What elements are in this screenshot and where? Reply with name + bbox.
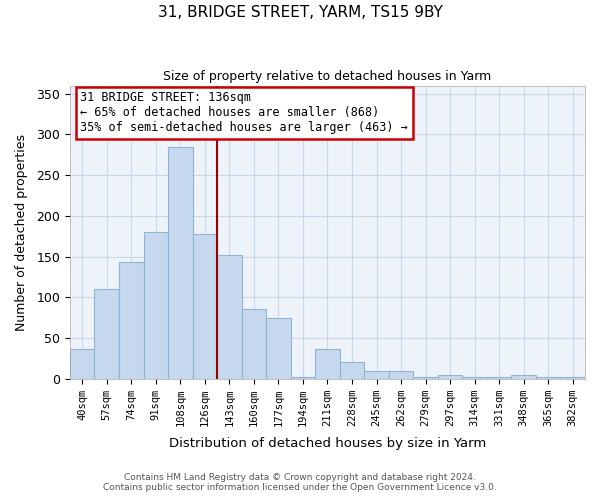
Bar: [315, 350, 340, 378]
Bar: [438, 376, 463, 378]
Bar: [340, 362, 364, 378]
Bar: [70, 348, 94, 378]
Y-axis label: Number of detached properties: Number of detached properties: [15, 134, 28, 330]
Bar: [168, 146, 193, 378]
Bar: [217, 255, 242, 378]
Bar: [193, 234, 217, 378]
Bar: [290, 377, 315, 378]
X-axis label: Distribution of detached houses by size in Yarm: Distribution of detached houses by size …: [169, 437, 486, 450]
Text: 31 BRIDGE STREET: 136sqm
← 65% of detached houses are smaller (868)
35% of semi-: 31 BRIDGE STREET: 136sqm ← 65% of detach…: [80, 92, 408, 134]
Bar: [119, 262, 143, 378]
Bar: [463, 377, 487, 378]
Bar: [487, 377, 511, 378]
Title: Size of property relative to detached houses in Yarm: Size of property relative to detached ho…: [163, 70, 491, 83]
Bar: [94, 289, 119, 378]
Bar: [389, 370, 413, 378]
Bar: [143, 232, 168, 378]
Text: Contains HM Land Registry data © Crown copyright and database right 2024.
Contai: Contains HM Land Registry data © Crown c…: [103, 473, 497, 492]
Bar: [413, 377, 438, 378]
Bar: [511, 374, 536, 378]
Bar: [242, 310, 266, 378]
Bar: [266, 318, 290, 378]
Bar: [364, 370, 389, 378]
Text: 31, BRIDGE STREET, YARM, TS15 9BY: 31, BRIDGE STREET, YARM, TS15 9BY: [158, 5, 442, 20]
Bar: [560, 377, 585, 378]
Bar: [536, 377, 560, 378]
